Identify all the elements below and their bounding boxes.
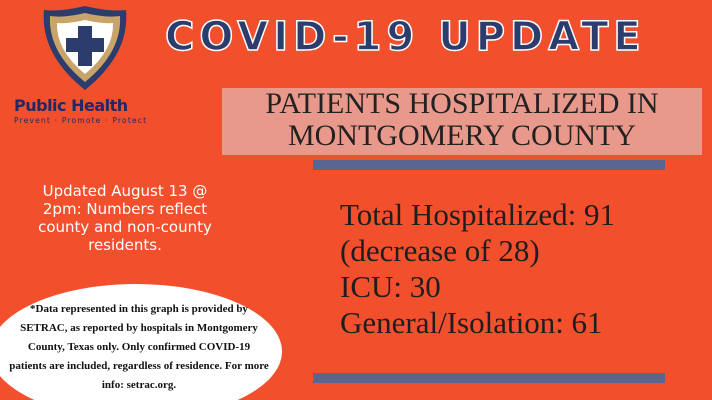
subtitle-line: PATIENTS HOSPITALIZED IN [265,87,659,120]
logo-tagline: Prevent · Promote · Protect [14,116,148,125]
logo-name: Public Health [14,96,128,115]
subtitle-line: MONTGOMERY COUNTY [287,119,637,152]
stat-line: ICU: 30 [340,269,441,304]
update-note: Updated August 13 @ 2pm: Numbers reflect… [38,182,212,254]
subtitle: PATIENTS HOSPITALIZED IN MONTGOMERY COUN… [222,88,702,152]
divider [313,373,665,383]
disclaimer: *Data represented in this graph is provi… [9,303,269,391]
divider [313,160,665,170]
stat-line: Total Hospitalized: 91 [340,197,616,232]
logo-shield [43,6,127,90]
stats: Total Hospitalized: 91 (decrease of 28) … [340,197,615,341]
stat-line: (decrease of 28) [340,233,540,268]
disclaimer-bubble [0,284,282,400]
title: COVID-19 UPDATE [164,13,646,61]
stat-line: General/Isolation: 61 [340,305,603,340]
subtitle-box [222,88,702,155]
